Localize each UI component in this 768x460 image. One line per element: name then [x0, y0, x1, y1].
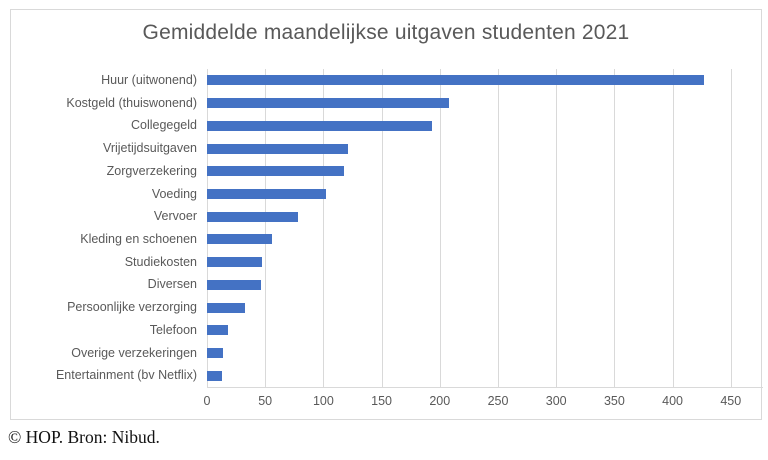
gridline-x-100 — [323, 69, 325, 387]
category-label: Overige verzekeringen — [71, 345, 197, 360]
category-label: Persoonlijke verzorging — [67, 300, 197, 315]
source-attribution: © HOP. Bron: Nibud. — [8, 427, 160, 447]
bar-collegegeld — [207, 120, 432, 131]
bar-zorgverzekering — [207, 166, 345, 177]
gridline-x-0 — [207, 69, 208, 387]
category-label: Kleding en schoenen — [80, 232, 197, 246]
x-tick-label: 400 — [662, 394, 684, 408]
gridline-x-350 — [614, 69, 616, 387]
category-label: Kostgeld (thuiswonend) — [66, 95, 197, 110]
category-label: Diversen — [147, 277, 197, 292]
x-tick-label: 200 — [429, 394, 451, 408]
x-tick-label: 300 — [545, 394, 567, 408]
bar-telefoon — [207, 325, 228, 336]
x-tick-label: 350 — [603, 394, 625, 408]
bar-diversen — [207, 279, 261, 290]
bar-entertainment-bv-netflix — [207, 370, 223, 381]
chart-title: Gemiddelde maandelijkse uitgaven student… — [142, 21, 630, 44]
bar-vervoer — [207, 211, 298, 222]
category-label: Studiekosten — [124, 254, 197, 269]
gridline-x-250 — [498, 69, 499, 387]
bar-studiekosten — [207, 257, 262, 268]
x-tick-label: 450 — [720, 394, 742, 408]
bar-overige-verzekeringen — [207, 347, 224, 358]
category-label: Telefoon — [149, 322, 197, 337]
category-label: Collegegeld — [130, 118, 197, 133]
gridline-x-50 — [265, 69, 267, 387]
category-label: Voeding — [151, 186, 197, 201]
bar-huur-uitwonend — [207, 75, 704, 86]
x-tick-label: 50 — [258, 394, 273, 408]
gridline-x-450 — [730, 69, 732, 387]
x-tick-label: 250 — [487, 394, 509, 408]
x-tick-label: 0 — [203, 394, 211, 408]
category-label: Vervoer — [153, 209, 197, 224]
bar-voeding — [207, 188, 326, 199]
gridline-x-300 — [556, 69, 558, 387]
bar-persoonlijke-verzorging — [207, 302, 246, 313]
bar-vrijetijdsuitgaven — [207, 143, 348, 154]
bar-kostgeld-thuiswonend — [207, 98, 450, 109]
category-label: Vrijetijdsuitgaven — [102, 141, 197, 156]
gridline-x-200 — [439, 69, 441, 387]
x-tick-label: 100 — [312, 394, 334, 408]
gridline-x-400 — [672, 69, 674, 387]
gridline-x-150 — [381, 69, 383, 387]
chart-frame: Gemiddelde maandelijkse uitgaven student… — [10, 9, 763, 420]
plot-area — [207, 69, 763, 388]
bar-kleding-en-schoenen — [207, 234, 273, 245]
category-label: Entertainment (bv Netflix) — [55, 368, 197, 383]
x-tick-label: 150 — [371, 394, 393, 408]
category-label: Huur (uitwonend) — [101, 73, 197, 87]
category-label: Zorgverzekering — [106, 163, 197, 178]
